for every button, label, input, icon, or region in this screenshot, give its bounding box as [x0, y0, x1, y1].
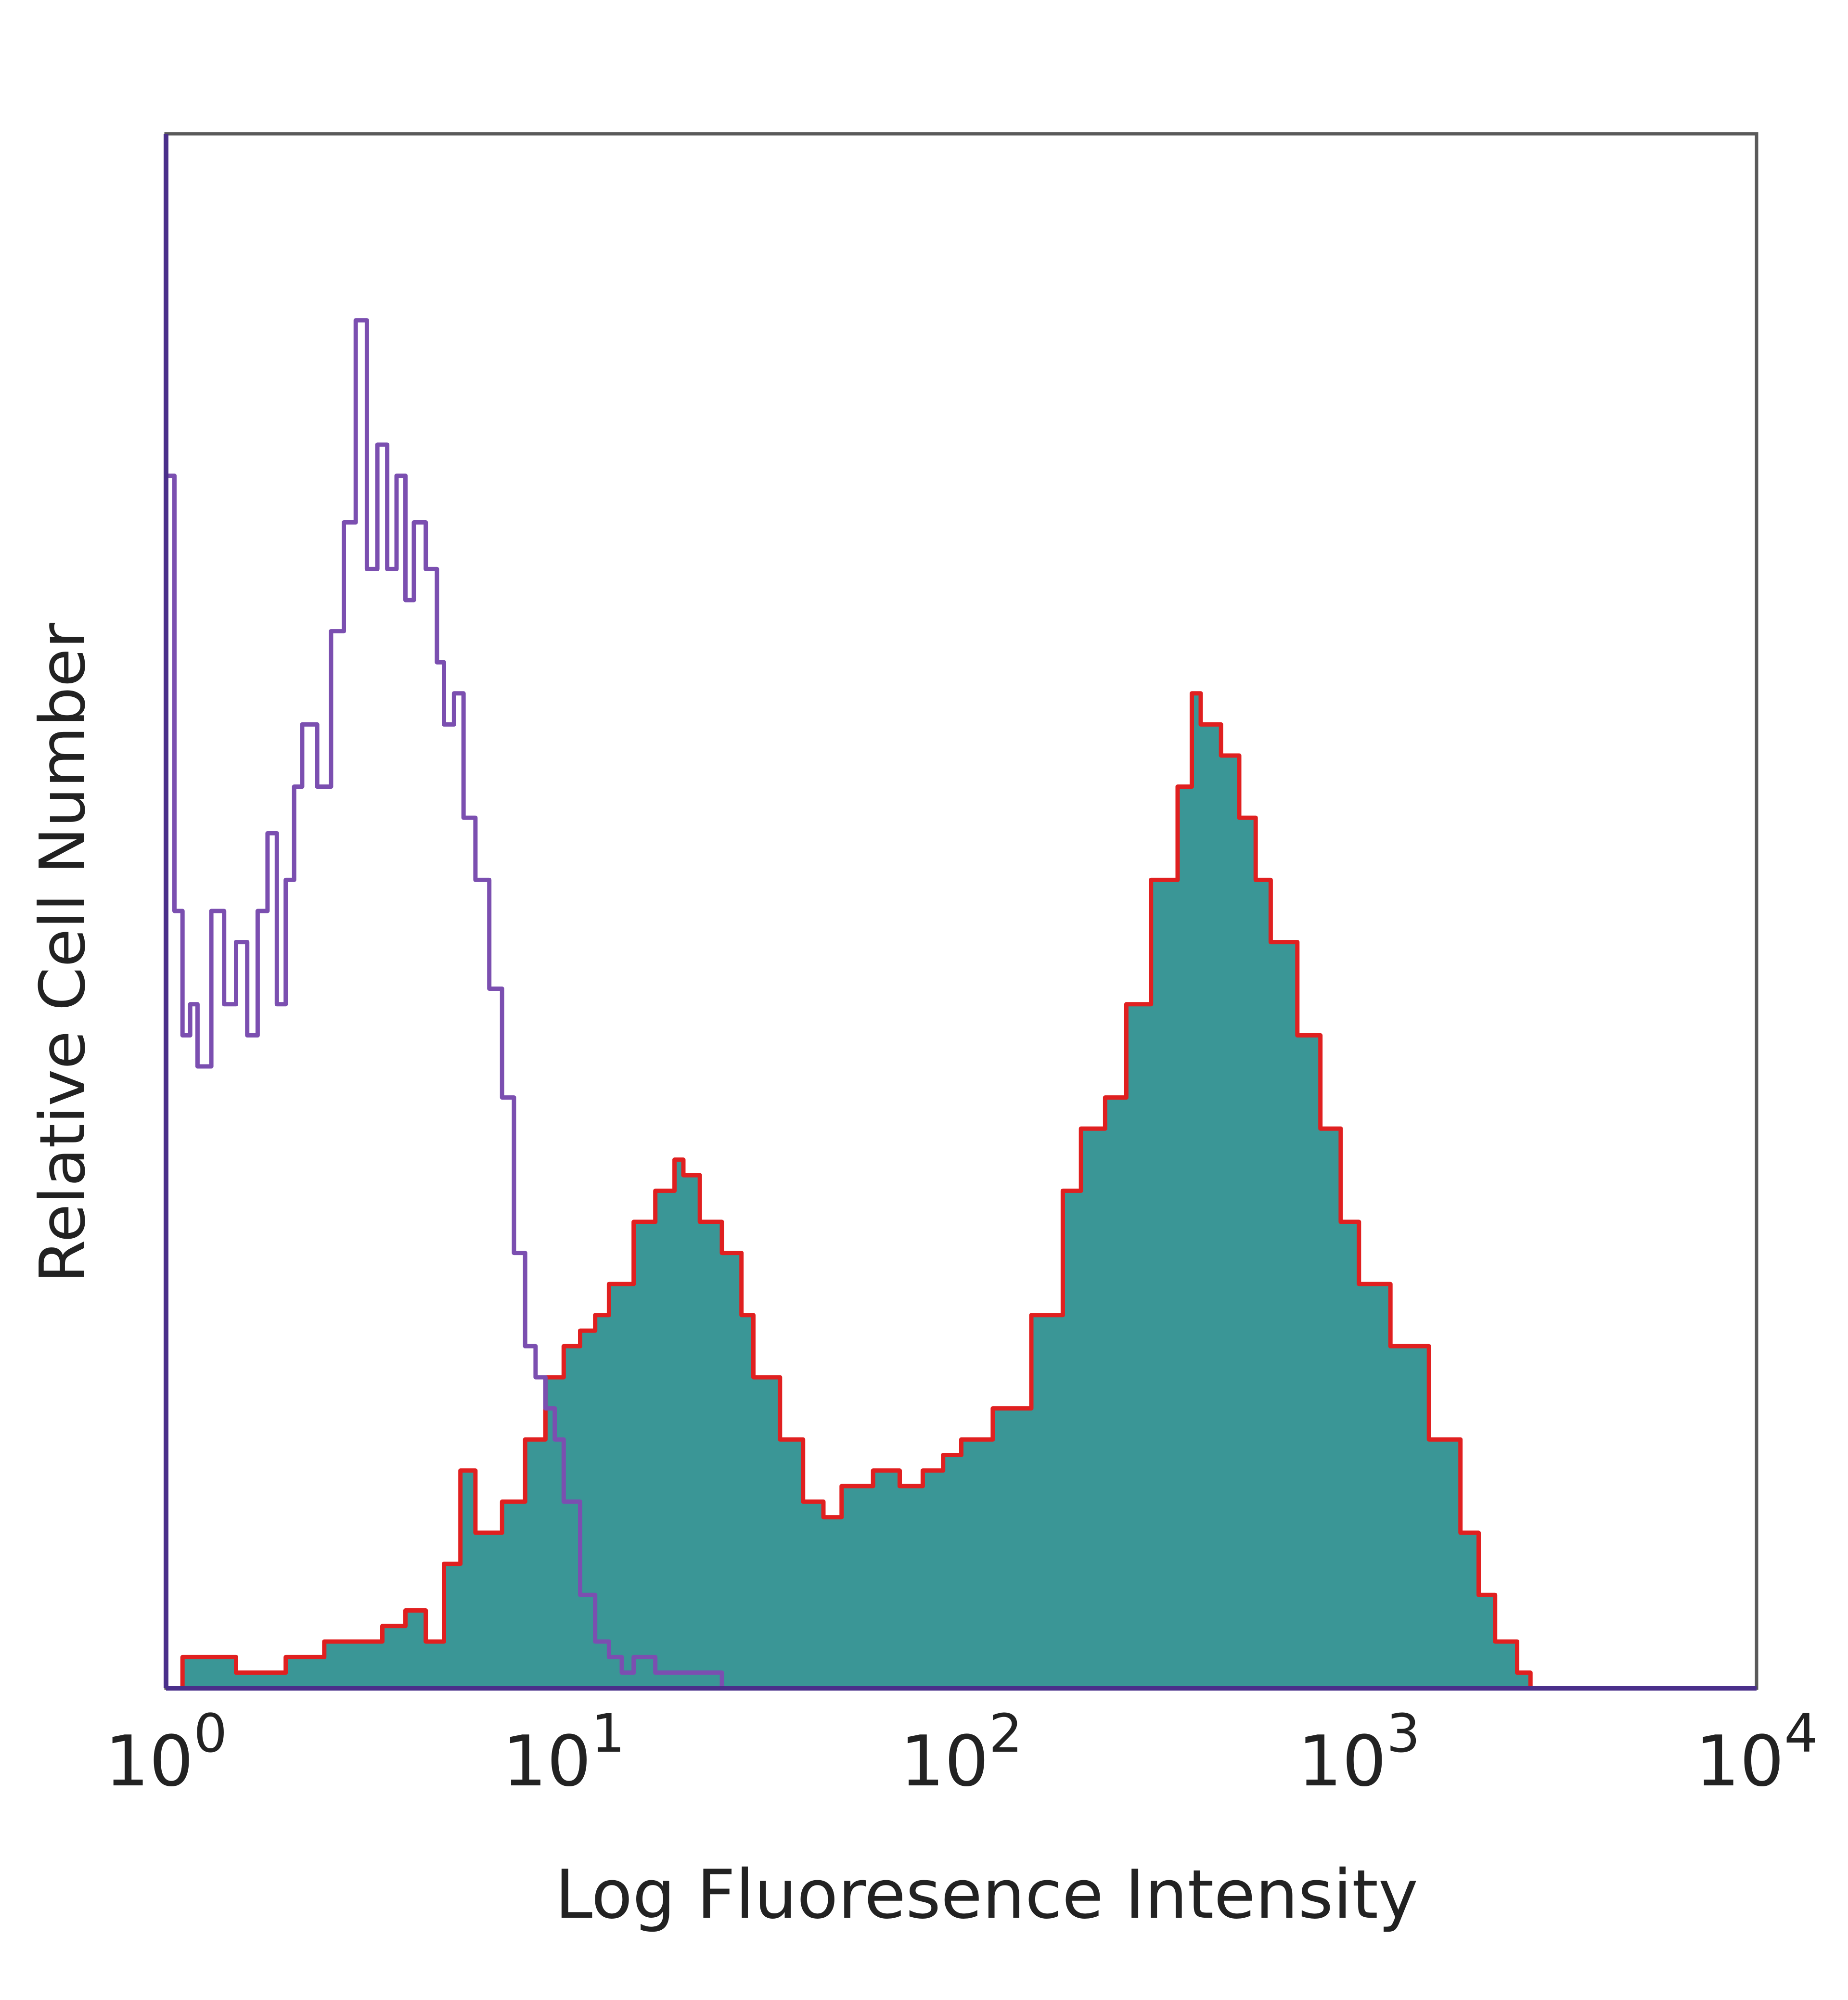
x-tick-label-0: 100 — [105, 1703, 228, 1802]
y-axis-label: Relative Cell Number — [26, 622, 99, 1283]
x-tick-label-4: 104 — [1695, 1703, 1818, 1802]
series-1-area — [166, 693, 1531, 1688]
plot-frame — [164, 132, 1758, 1690]
series-1-line — [166, 691, 1533, 1691]
plot-area — [164, 132, 1758, 1691]
x-tick-labels: 100 101 102 103 104 — [105, 1703, 1818, 1802]
series-0-line — [164, 318, 724, 1688]
series-layer — [164, 318, 1533, 1691]
x-axis-label: Log Fluoresence Intensity — [555, 1856, 1418, 1934]
x-tick-label-3: 103 — [1298, 1703, 1421, 1802]
x-tick-label-1: 101 — [502, 1703, 625, 1802]
x-tick-label-2: 102 — [900, 1703, 1023, 1802]
